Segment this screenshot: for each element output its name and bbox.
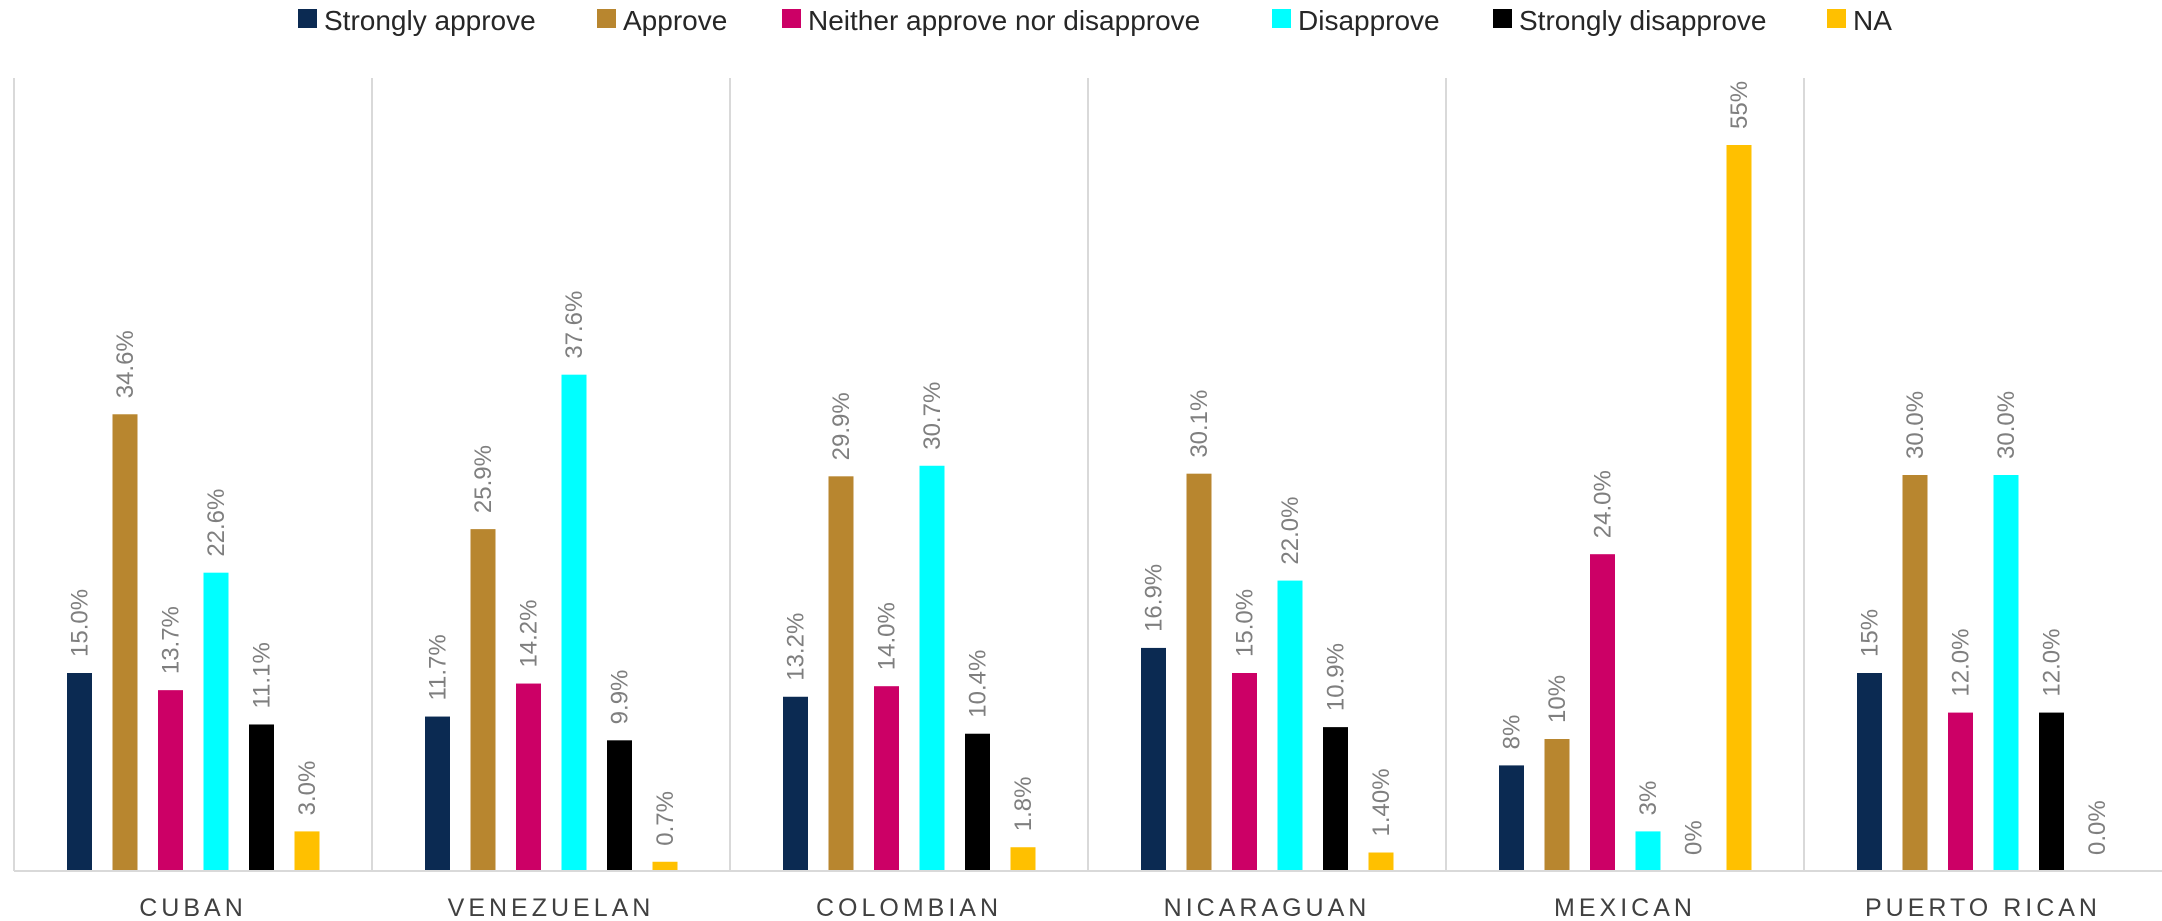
bar bbox=[1499, 765, 1524, 871]
value-label: 22.6% bbox=[203, 489, 230, 557]
legend-swatch bbox=[1493, 9, 1512, 28]
legend-label: Strongly disapprove bbox=[1519, 5, 1766, 36]
value-label: 0% bbox=[1681, 820, 1708, 855]
value-label: 34.6% bbox=[112, 330, 139, 398]
bar bbox=[965, 733, 990, 871]
value-label: 1.8% bbox=[1010, 777, 1037, 832]
bar bbox=[1857, 673, 1882, 871]
bar bbox=[425, 716, 450, 871]
value-label: 30.0% bbox=[1993, 391, 2020, 459]
value-label: 11.7% bbox=[425, 634, 452, 700]
bar bbox=[1726, 145, 1752, 871]
value-label: 25.9% bbox=[470, 445, 497, 513]
bar bbox=[561, 374, 587, 871]
value-label: 11.1% bbox=[249, 642, 276, 708]
bar bbox=[249, 724, 274, 871]
bar bbox=[783, 696, 808, 871]
value-label: 15.0% bbox=[1232, 589, 1259, 657]
legend-label: Approve bbox=[623, 5, 727, 36]
value-label: 0.0% bbox=[2084, 800, 2111, 855]
bars bbox=[67, 145, 2064, 871]
legend-swatch bbox=[782, 9, 801, 28]
bar bbox=[158, 690, 183, 871]
value-label: 13.2% bbox=[783, 613, 810, 681]
value-label: 24.0% bbox=[1590, 470, 1617, 538]
value-label: 10.9% bbox=[1323, 643, 1350, 711]
value-label: 16.9% bbox=[1141, 564, 1168, 632]
value-labels: 15.0% 34.6% 13.7% 22.6% 11.1% 3.0% 11.7% 25.9% 1… bbox=[67, 81, 2112, 855]
value-label: 3% bbox=[1635, 781, 1662, 816]
bar bbox=[294, 831, 320, 871]
value-label: 1.40% bbox=[1368, 768, 1395, 836]
value-label: 30.0% bbox=[1902, 391, 1929, 459]
category-label: PUERTO RICAN bbox=[1865, 894, 2101, 921]
category-labels: CUBAN VENEZUELAN COLOMBIAN NICARAGUAN MEXICA… bbox=[139, 894, 2101, 921]
bar bbox=[112, 414, 138, 871]
bar bbox=[1010, 847, 1036, 871]
bar bbox=[828, 476, 854, 871]
legend-label: Disapprove bbox=[1298, 5, 1440, 36]
category-label: VENEZUELAN bbox=[448, 894, 655, 921]
legend-swatch bbox=[1272, 9, 1291, 28]
bar bbox=[652, 861, 678, 871]
value-label: 10% bbox=[1544, 675, 1571, 723]
category-dividers bbox=[13, 78, 1805, 871]
legend-swatch bbox=[298, 9, 317, 28]
bar bbox=[1948, 712, 1973, 871]
legend-label: Neither approve nor disapprove bbox=[808, 5, 1200, 36]
bar bbox=[1368, 852, 1394, 871]
value-label: 9.9% bbox=[607, 670, 634, 725]
legend-swatch bbox=[1827, 9, 1846, 28]
value-label: 14.0% bbox=[874, 602, 901, 670]
legend-label: NA bbox=[1853, 5, 1892, 36]
bar bbox=[1141, 647, 1166, 871]
bar bbox=[1232, 673, 1257, 871]
bar bbox=[516, 683, 541, 871]
bar bbox=[1993, 475, 2019, 871]
bar bbox=[1186, 473, 1212, 871]
bar bbox=[874, 686, 899, 871]
bar bbox=[1590, 554, 1615, 871]
value-label: 30.1% bbox=[1186, 390, 1213, 458]
value-label: 37.6% bbox=[561, 291, 588, 359]
bar bbox=[1902, 475, 1928, 871]
value-label: 0.7% bbox=[652, 791, 679, 846]
bar bbox=[67, 673, 92, 871]
bar bbox=[203, 572, 229, 871]
value-label: 15% bbox=[1857, 609, 1884, 657]
bar bbox=[470, 529, 496, 871]
bar bbox=[919, 465, 945, 871]
legend-swatch bbox=[597, 9, 616, 28]
value-label: 14.2% bbox=[516, 599, 543, 667]
value-label: 29.9% bbox=[828, 392, 855, 460]
value-label: 22.0% bbox=[1277, 497, 1304, 565]
value-label: 55% bbox=[1726, 81, 1753, 129]
category-label: MEXICAN bbox=[1554, 894, 1696, 921]
value-label: 10.4% bbox=[965, 650, 992, 718]
bar bbox=[1544, 739, 1570, 871]
value-label: 13.7% bbox=[158, 606, 185, 674]
value-label: 8% bbox=[1499, 715, 1526, 750]
bar bbox=[1323, 727, 1348, 871]
value-label: 12.0% bbox=[1948, 629, 1975, 697]
bar bbox=[1277, 580, 1303, 871]
category-label: NICARAGUAN bbox=[1164, 894, 1371, 921]
category-label: COLOMBIAN bbox=[816, 894, 1002, 921]
value-label: 12.0% bbox=[2039, 629, 2066, 697]
bar bbox=[607, 740, 632, 871]
category-label: CUBAN bbox=[139, 894, 247, 921]
value-label: 30.7% bbox=[919, 382, 946, 450]
value-label: 15.0% bbox=[67, 589, 94, 657]
bar bbox=[1635, 831, 1661, 871]
bar bbox=[2039, 712, 2064, 871]
legend-label: Strongly approve bbox=[324, 5, 536, 36]
value-label: 3.0% bbox=[294, 761, 321, 816]
legend: Strongly approve Approve Neither approve n… bbox=[298, 5, 1892, 36]
